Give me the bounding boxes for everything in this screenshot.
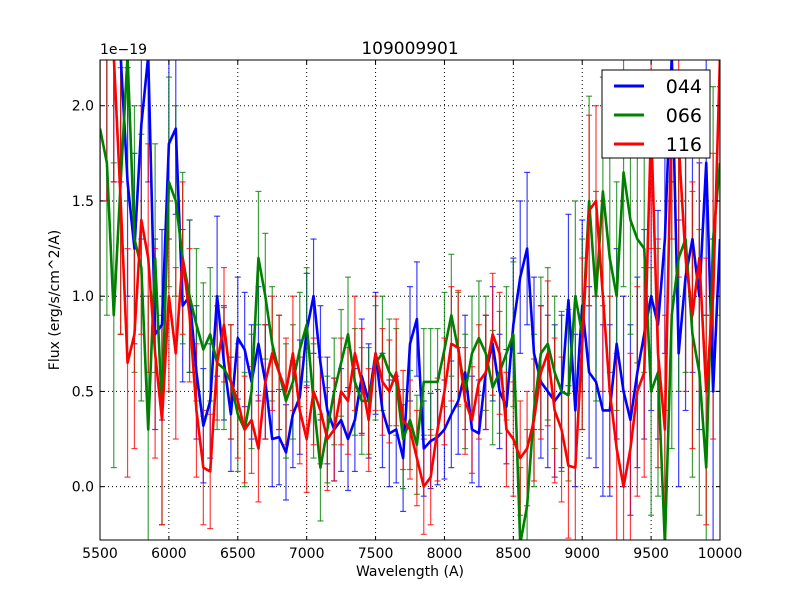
x-tick-label: 7500: [358, 546, 394, 562]
x-tick-label: 8000: [427, 546, 463, 562]
x-tick-label: 10000: [698, 546, 743, 562]
x-tick-label: 8500: [496, 546, 532, 562]
chart-title: 109009901: [361, 39, 458, 59]
y-tick-label: 2.0: [72, 99, 94, 115]
plot-area: [100, 60, 720, 540]
legend: 044 066 116: [601, 69, 711, 159]
y-tick-label: 1.0: [72, 289, 94, 305]
legend-label-044: 044: [666, 76, 702, 98]
x-tick-label: 5500: [82, 546, 118, 562]
x-axis-label: Wavelength (A): [356, 564, 464, 580]
series-line-044: [119, 60, 720, 460]
y-axis-label: Flux (erg/s/cm^2/A): [47, 230, 63, 370]
series-line-116: [112, 60, 720, 488]
legend-label-116: 116: [666, 134, 702, 156]
x-tick-label: 9000: [564, 546, 600, 562]
x-tick-label: 9500: [633, 546, 669, 562]
series-line-066: [100, 60, 720, 540]
legend-label-066: 066: [666, 105, 702, 127]
y-tick-label: 1.5: [72, 194, 94, 210]
y-scale-label: 1e−19: [100, 42, 147, 58]
x-tick-label: 7000: [289, 546, 325, 562]
axes-frame: [99, 59, 721, 541]
x-tick-label: 6500: [220, 546, 256, 562]
ticks: 5500 6000 6500 7000 7500 8000 8500 9000 9500 1000…: [72, 60, 743, 562]
y-tick-label: 0.5: [72, 384, 94, 400]
x-tick-label: 6000: [151, 546, 187, 562]
y-tick-label: 0.0: [72, 480, 94, 496]
